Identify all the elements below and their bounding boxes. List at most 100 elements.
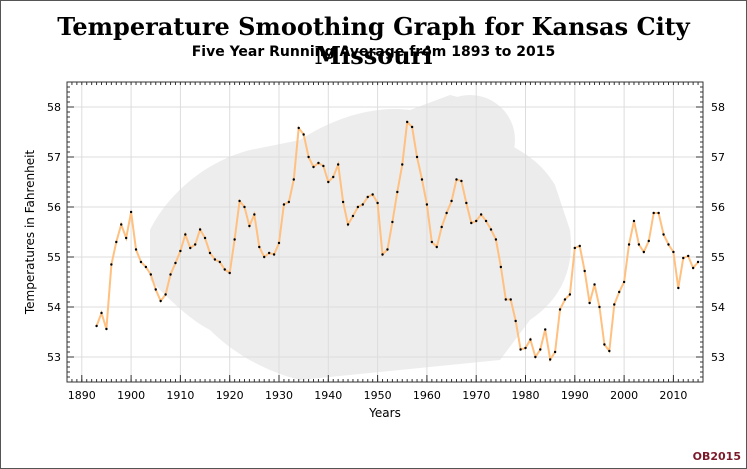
data-point (499, 265, 503, 269)
data-point (667, 243, 670, 246)
data-point (371, 193, 374, 196)
data-point (479, 213, 483, 216)
data-point (120, 223, 123, 226)
data-point (460, 179, 463, 183)
data-point (322, 164, 325, 168)
y-tick-label-left: 53 (47, 351, 61, 364)
series-points (95, 120, 700, 361)
data-point (647, 239, 650, 243)
data-point (632, 219, 636, 223)
x-tick-label: 1970 (462, 389, 490, 402)
data-point (312, 165, 315, 169)
data-point (346, 223, 350, 226)
data-point (553, 350, 557, 354)
data-point (95, 324, 98, 328)
data-point (529, 338, 532, 341)
data-point (100, 311, 103, 315)
data-point (657, 211, 660, 215)
data-point (544, 328, 547, 331)
data-point (164, 293, 167, 296)
data-point (563, 298, 567, 301)
data-point (169, 273, 172, 276)
data-point (356, 205, 360, 209)
data-point (317, 161, 320, 165)
data-point (435, 245, 438, 249)
x-axis-title: Years (368, 406, 401, 420)
y-tick-label-right: 53 (711, 351, 725, 364)
data-point (263, 255, 266, 259)
chart-subtitle: Five Year Running Average from 1893 to 2… (191, 44, 556, 60)
data-point (558, 308, 562, 311)
data-point (366, 195, 369, 199)
data-point (465, 201, 468, 205)
data-point (677, 286, 680, 290)
grid-lines (67, 82, 703, 382)
data-point (302, 133, 305, 136)
data-point (228, 271, 231, 275)
x-tick-label: 1910 (166, 389, 194, 402)
data-point (332, 175, 335, 179)
data-point (494, 238, 498, 241)
data-point (267, 251, 271, 255)
data-point (218, 260, 222, 264)
data-point (539, 348, 542, 351)
data-point (386, 248, 389, 251)
data-point (277, 241, 281, 245)
data-point (489, 228, 493, 231)
y-tick-label-right: 54 (711, 301, 725, 314)
y-axis-left: 53 54 55 56 57 58 (47, 101, 74, 364)
data-point (583, 269, 586, 273)
data-point (351, 214, 355, 218)
data-point (203, 236, 207, 240)
data-point (248, 224, 251, 228)
data-point (396, 190, 399, 194)
data-point (509, 298, 512, 301)
data-point (642, 250, 646, 254)
data-point (307, 155, 310, 159)
y-tick-label-right: 55 (711, 251, 725, 264)
y-tick-label-right: 56 (711, 201, 725, 214)
data-point (548, 358, 552, 361)
x-tick-label: 1900 (117, 389, 145, 402)
data-point (514, 319, 517, 323)
data-point (573, 246, 577, 250)
data-point (149, 273, 153, 276)
y-tick-label-left: 56 (47, 201, 61, 214)
data-point (327, 180, 330, 184)
x-tick-label: 1960 (413, 389, 441, 402)
y-axis-title: Temperatures in Fahrenheit (23, 150, 37, 316)
data-point (297, 126, 300, 130)
data-point (287, 200, 291, 204)
y-tick-label-left: 57 (47, 151, 61, 164)
y-tick-label-left: 58 (47, 101, 61, 114)
x-tick-label: 2000 (610, 389, 638, 402)
data-point (193, 243, 197, 246)
data-point (687, 254, 690, 258)
data-point (184, 233, 187, 236)
data-point (189, 246, 192, 250)
data-point (691, 266, 695, 270)
x-tick-label: 1930 (265, 389, 293, 402)
y-tick-label-right: 58 (711, 101, 725, 114)
data-point (208, 251, 212, 255)
horse-watermark (150, 95, 571, 380)
data-point (568, 293, 572, 296)
data-point (258, 245, 261, 249)
data-point (410, 125, 414, 129)
data-point (238, 199, 241, 203)
data-point (430, 240, 434, 244)
x-tick-label: 1920 (216, 389, 244, 402)
data-point (401, 163, 404, 166)
x-tick-label: 1890 (68, 389, 96, 402)
data-point (124, 236, 128, 240)
y-axis-right: 53 54 55 56 57 58 (696, 101, 725, 364)
data-point (425, 203, 429, 206)
data-point (198, 228, 202, 231)
data-point (243, 205, 246, 209)
data-point (179, 249, 182, 253)
data-point (652, 211, 655, 215)
data-point (637, 243, 641, 246)
data-point (110, 263, 113, 266)
data-point (504, 298, 507, 301)
